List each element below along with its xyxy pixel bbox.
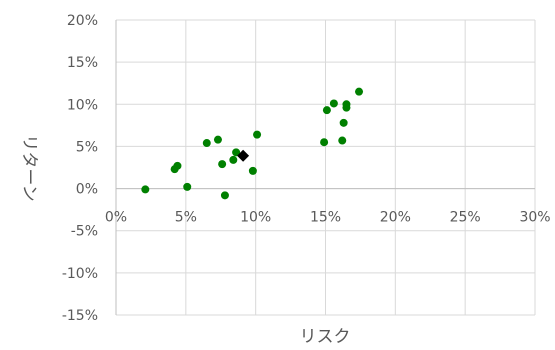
scatter-point [232, 148, 241, 157]
scatter-point [218, 160, 227, 169]
scatter-point [320, 138, 329, 147]
x-tick-label: 25% [450, 210, 481, 226]
scatter-point [202, 139, 211, 148]
diamond-point [237, 149, 250, 162]
scatter-point [220, 191, 229, 200]
y-tick-label: 15% [67, 55, 98, 71]
scatter-point [355, 87, 364, 96]
y-tick-label: -5% [71, 224, 98, 240]
x-tick-label: 5% [175, 210, 197, 226]
scatter-point [322, 106, 331, 115]
scatter-point [173, 161, 182, 170]
scatter-point [329, 99, 338, 108]
scatter-point [338, 136, 347, 145]
scatter-point [213, 135, 222, 144]
scatter-point [229, 155, 238, 164]
y-tick-label: 10% [67, 97, 98, 113]
y-tick-label: -15% [62, 308, 98, 324]
x-tick-label: 20% [380, 210, 411, 226]
y-tick-label: 5% [76, 139, 98, 155]
x-tick-label: 0% [105, 210, 127, 226]
scatter-point [339, 118, 348, 127]
scatter-point [183, 182, 192, 191]
x-tick-label: 30% [519, 210, 550, 226]
scatter-point [342, 100, 351, 109]
scatter-point [141, 185, 150, 194]
scatter-point [248, 166, 257, 175]
x-tick-label: 10% [240, 210, 271, 226]
tick-labels: 20% 15% 10% 5% 0% -5% -10% -15% 0% 5% 10% 15% 20% 25%… [62, 13, 551, 324]
scatter-point [253, 130, 262, 139]
y-tick-label: 20% [67, 13, 98, 29]
y-axis-title: リターン [19, 134, 39, 201]
y-tick-label: -10% [62, 266, 98, 282]
x-tick-label: 15% [310, 210, 341, 226]
data-points [141, 87, 364, 200]
x-axis-title: リスク [300, 327, 351, 347]
y-tick-label: 0% [76, 182, 98, 198]
